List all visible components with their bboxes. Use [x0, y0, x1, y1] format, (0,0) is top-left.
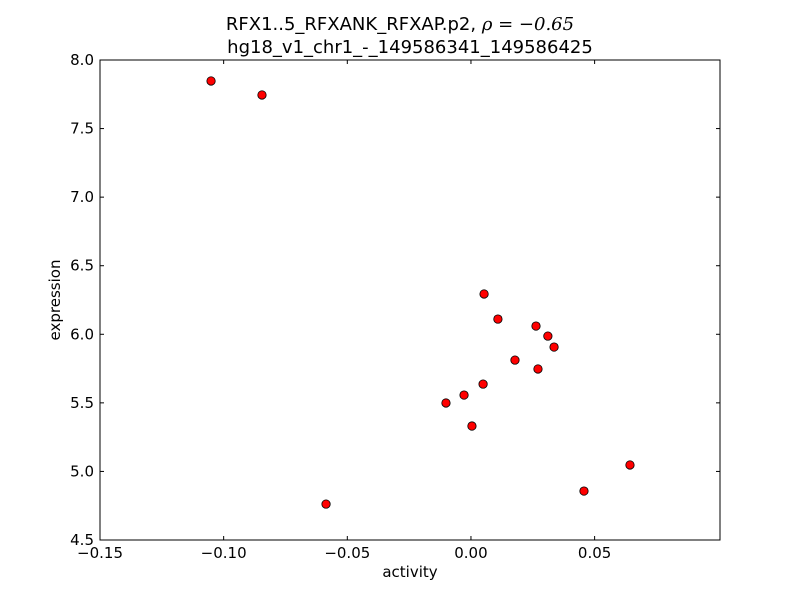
y-tick-label: 5.5 [70, 394, 94, 412]
y-tick-label: 8.0 [70, 51, 94, 69]
y-tick-label: 7.5 [70, 120, 94, 138]
data-point [493, 314, 503, 324]
data-point [206, 76, 216, 86]
x-tick-label: −0.15 [77, 544, 123, 562]
data-point [257, 90, 267, 100]
data-point [531, 321, 541, 331]
y-tick-label: 6.5 [70, 257, 94, 275]
data-point [321, 499, 331, 509]
data-point [543, 331, 553, 341]
y-axis-label: expression [46, 260, 64, 341]
x-axis-label: activity [382, 563, 437, 581]
y-tick-label: 6.0 [70, 325, 94, 343]
data-point [479, 289, 489, 299]
data-point [533, 364, 543, 374]
plot-area-frame [99, 59, 721, 541]
data-point [441, 398, 451, 408]
x-tick-label: 0.00 [454, 544, 487, 562]
x-tick-label: 0.05 [578, 544, 611, 562]
data-point [459, 390, 469, 400]
y-tick-label: 4.5 [70, 531, 94, 549]
data-point [549, 342, 559, 352]
data-point [625, 460, 635, 470]
data-point [510, 355, 520, 365]
data-point [467, 421, 477, 431]
chart-title-line2: hg18_v1_chr1_-_149586341_149586425 [227, 37, 593, 58]
x-tick-label: −0.05 [324, 544, 370, 562]
data-point [579, 486, 589, 496]
x-tick-label: −0.10 [201, 544, 247, 562]
data-point [478, 379, 488, 389]
y-tick-label: 5.0 [70, 462, 94, 480]
chart-title-line1: RFX1..5_RFXANK_RFXAP.p2, ρ = −0.65 [226, 14, 574, 35]
y-tick-label: 7.0 [70, 188, 94, 206]
